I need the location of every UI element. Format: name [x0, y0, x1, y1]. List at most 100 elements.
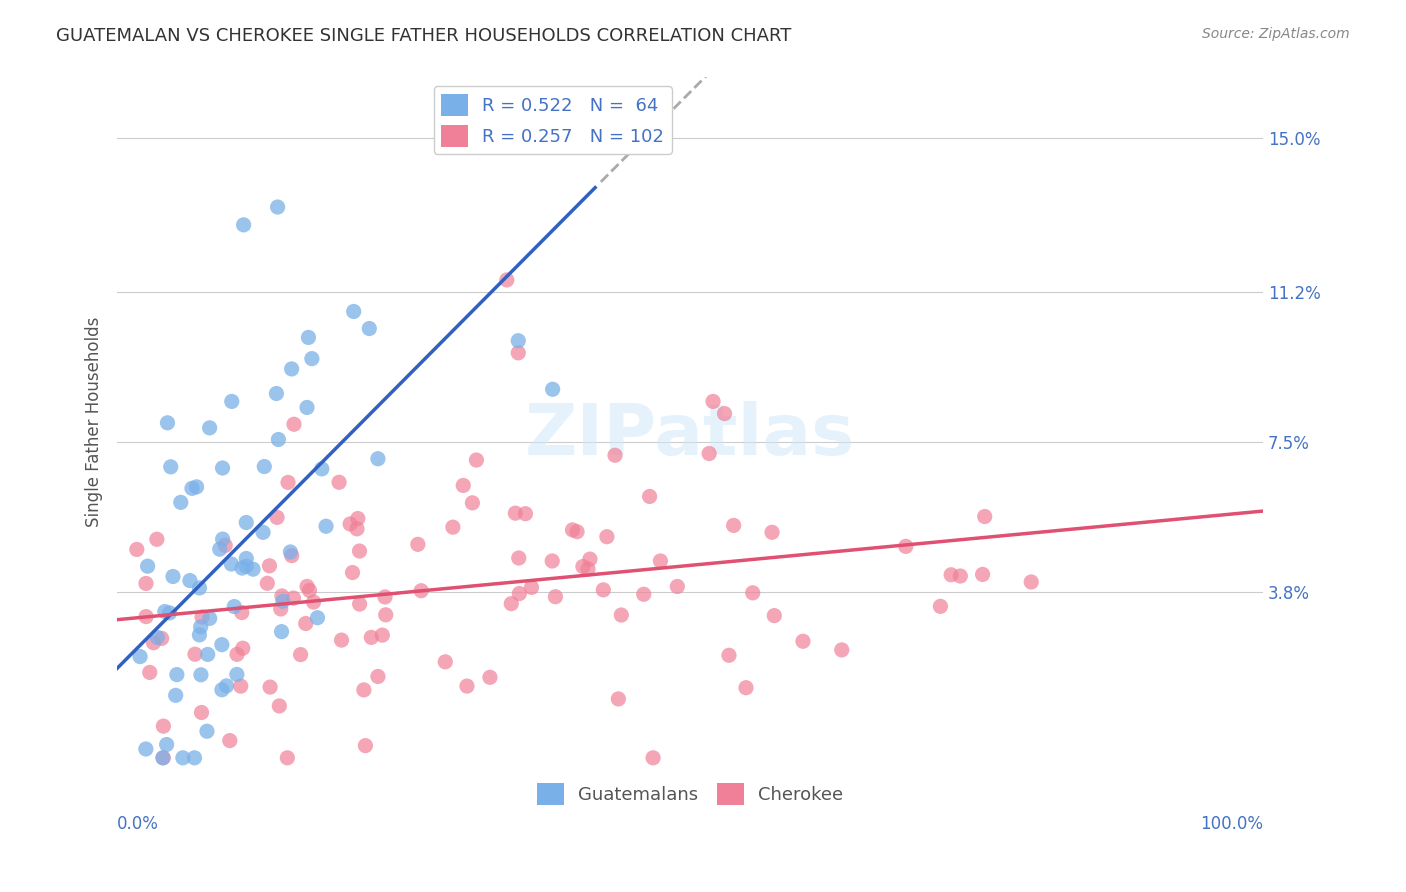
Point [170, 495, 193, 509]
Point [270, 589, 292, 603]
Point [301, 351, 323, 366]
Point [266, 386, 288, 401]
Point [190, 706, 212, 720]
Point [231, 606, 253, 620]
Point [191, 610, 214, 624]
Point [235, 559, 257, 574]
Point [973, 509, 995, 524]
Point [295, 401, 318, 415]
Point [266, 200, 288, 214]
Point [972, 567, 994, 582]
Point [215, 679, 238, 693]
Point [588, 139, 610, 153]
Point [197, 648, 219, 662]
Point [561, 523, 583, 537]
Point [541, 554, 564, 568]
Point [315, 519, 337, 533]
Point [218, 733, 240, 747]
Point [544, 590, 567, 604]
Point [135, 576, 157, 591]
Point [190, 620, 212, 634]
Point [349, 597, 371, 611]
Point [271, 594, 294, 608]
Point [224, 599, 246, 614]
Point [298, 583, 321, 598]
Point [342, 566, 364, 580]
Point [179, 574, 201, 588]
Point [346, 511, 368, 525]
Point [270, 624, 292, 639]
Point [371, 628, 394, 642]
Point [346, 522, 368, 536]
Point [702, 394, 724, 409]
Point [541, 382, 564, 396]
Point [214, 538, 236, 552]
Point [508, 586, 530, 600]
Point [280, 549, 302, 563]
Point [190, 668, 212, 682]
Point [495, 273, 517, 287]
Legend: Guatemalans, Cherokee: Guatemalans, Cherokee [530, 775, 851, 812]
Point [343, 304, 366, 318]
Point [235, 551, 257, 566]
Point [221, 557, 243, 571]
Point [354, 739, 377, 753]
Point [211, 638, 233, 652]
Point [198, 611, 221, 625]
Text: ZIPatlas: ZIPatlas [524, 401, 855, 470]
Point [267, 433, 290, 447]
Point [367, 669, 389, 683]
Point [939, 567, 962, 582]
Point [211, 682, 233, 697]
Point [565, 524, 588, 539]
Point [374, 607, 396, 622]
Text: 100.0%: 100.0% [1201, 814, 1263, 832]
Point [367, 451, 389, 466]
Text: GUATEMALAN VS CHEROKEE SINGLE FATHER HOUSEHOLDS CORRELATION CHART: GUATEMALAN VS CHEROKEE SINGLE FATHER HOU… [56, 27, 792, 45]
Point [156, 738, 179, 752]
Point [501, 597, 523, 611]
Point [129, 649, 152, 664]
Point [508, 346, 530, 360]
Point [633, 587, 655, 601]
Point [307, 611, 329, 625]
Point [295, 579, 318, 593]
Point [311, 462, 333, 476]
Point [152, 719, 174, 733]
Point [713, 407, 735, 421]
Point [280, 362, 302, 376]
Point [283, 417, 305, 432]
Point [188, 628, 211, 642]
Point [232, 641, 254, 656]
Point [270, 602, 292, 616]
Point [666, 579, 689, 593]
Point [596, 530, 619, 544]
Point [186, 480, 208, 494]
Point [297, 330, 319, 344]
Y-axis label: Single Father Households: Single Father Households [86, 317, 103, 527]
Point [259, 558, 281, 573]
Point [607, 692, 630, 706]
Point [283, 591, 305, 606]
Point [280, 545, 302, 559]
Point [610, 607, 633, 622]
Point [831, 643, 853, 657]
Point [242, 562, 264, 576]
Point [159, 606, 181, 620]
Point [349, 544, 371, 558]
Point [515, 507, 537, 521]
Point [508, 334, 530, 348]
Point [461, 496, 484, 510]
Point [406, 537, 429, 551]
Point [232, 218, 254, 232]
Point [159, 459, 181, 474]
Point [641, 751, 664, 765]
Point [723, 518, 745, 533]
Point [195, 724, 218, 739]
Point [136, 559, 159, 574]
Point [603, 448, 626, 462]
Point [374, 590, 396, 604]
Point [156, 416, 179, 430]
Point [579, 552, 602, 566]
Point [226, 648, 249, 662]
